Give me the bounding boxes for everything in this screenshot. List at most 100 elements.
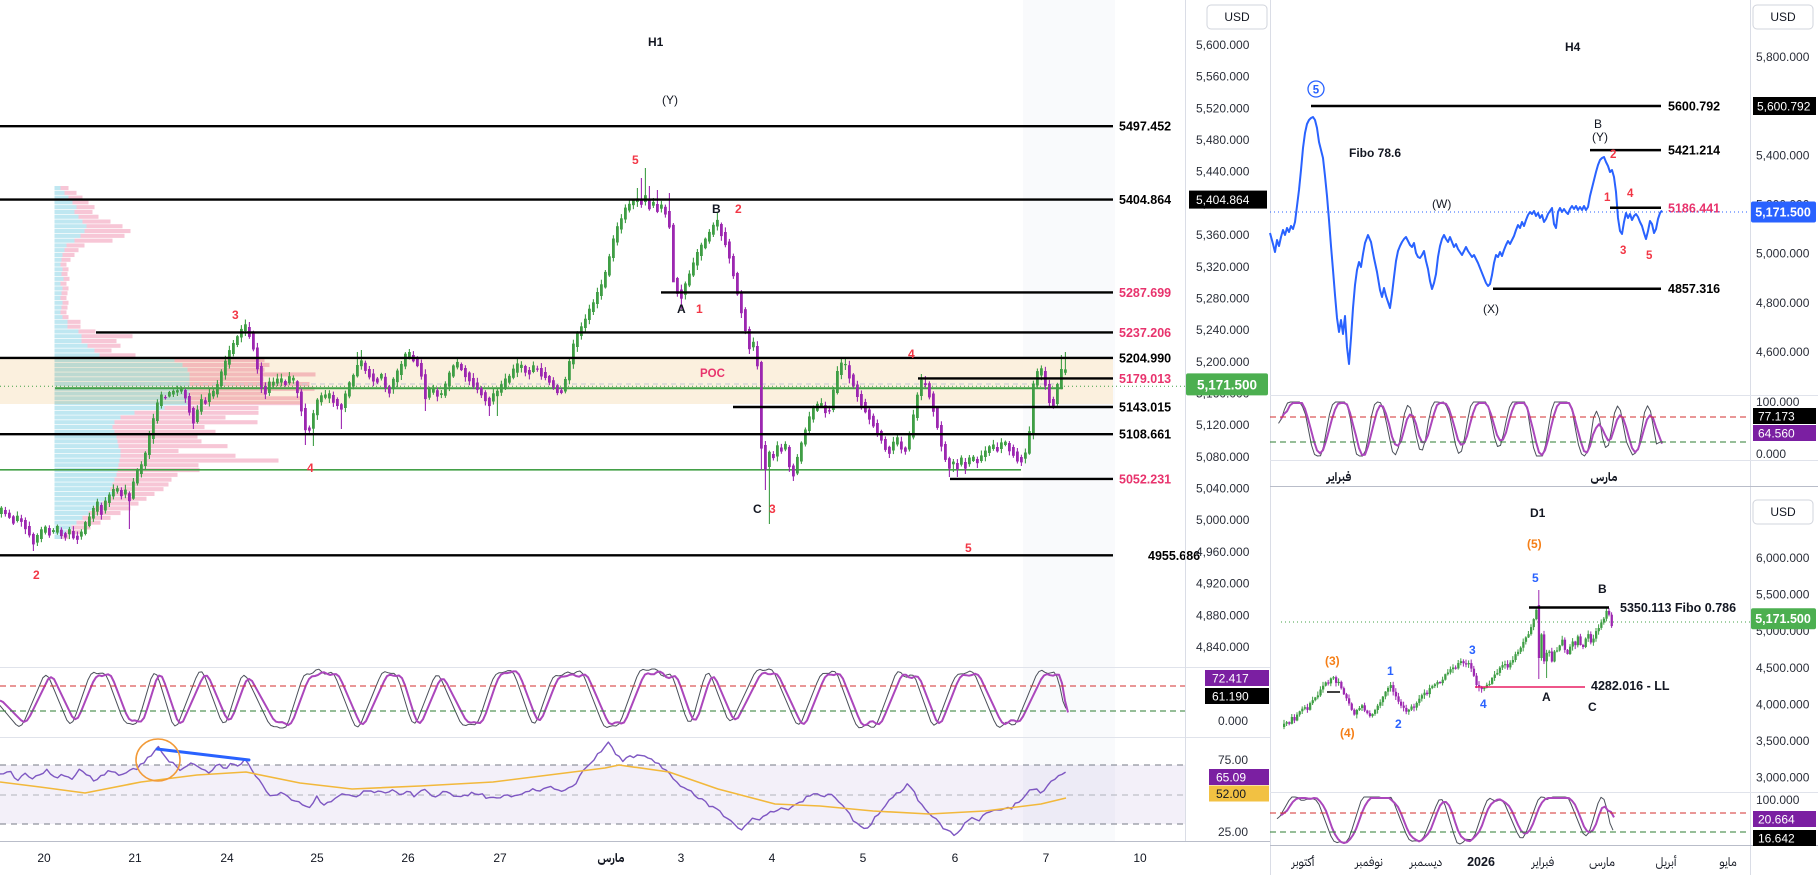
svg-text:5,000.000: 5,000.000 [1756,247,1810,261]
svg-text:3: 3 [1620,245,1626,257]
svg-text:5,200.000: 5,200.000 [1196,355,1250,369]
svg-text:(W): (W) [1432,197,1451,211]
svg-text:4,880.000: 4,880.000 [1196,608,1250,622]
svg-text:2: 2 [33,568,40,582]
svg-text:5,080.000: 5,080.000 [1196,450,1250,464]
svg-text:21: 21 [128,851,142,865]
svg-text:5052.231: 5052.231 [1119,472,1171,486]
svg-text:5: 5 [1532,571,1539,585]
svg-text:5: 5 [965,541,972,555]
svg-text:(4): (4) [1340,726,1355,740]
svg-text:3: 3 [232,308,239,322]
svg-text:5237.206: 5237.206 [1119,326,1171,340]
svg-text:(Y): (Y) [662,93,678,107]
svg-text:10: 10 [1133,851,1147,865]
svg-text:4: 4 [307,461,314,475]
svg-text:C: C [753,502,762,516]
svg-text:5143.015: 5143.015 [1119,401,1171,415]
svg-text:5,171.500: 5,171.500 [1755,206,1811,220]
svg-text:5,560.000: 5,560.000 [1196,70,1250,84]
svg-text:(3): (3) [1325,654,1340,668]
svg-text:5: 5 [860,851,867,865]
svg-text:C: C [1588,700,1597,714]
svg-text:6: 6 [952,851,959,865]
svg-text:20.664: 20.664 [1758,813,1795,827]
svg-text:65.09: 65.09 [1216,771,1246,785]
svg-text:3: 3 [678,851,685,865]
svg-text:52.00: 52.00 [1216,787,1246,801]
svg-text:5,480.000: 5,480.000 [1196,133,1250,147]
svg-text:POC: POC [700,368,725,380]
svg-text:5,171.500: 5,171.500 [1197,377,1257,392]
svg-text:5497.452: 5497.452 [1119,120,1171,134]
svg-text:5,040.000: 5,040.000 [1196,482,1250,496]
svg-text:A: A [677,302,686,316]
svg-text:5404.864: 5404.864 [1119,193,1171,207]
svg-text:5,171.500: 5,171.500 [1755,612,1811,626]
svg-text:4,800.000: 4,800.000 [1756,296,1810,310]
svg-text:5: 5 [1646,250,1653,262]
svg-text:4: 4 [908,347,915,361]
svg-text:4,500.000: 4,500.000 [1756,661,1810,675]
svg-text:5,400.000: 5,400.000 [1756,148,1810,162]
svg-text:77.173: 77.173 [1758,410,1795,424]
svg-text:5,120.000: 5,120.000 [1196,418,1250,432]
svg-text:5179.013: 5179.013 [1119,372,1171,386]
svg-text:5108.661: 5108.661 [1119,428,1171,442]
svg-text:3,500.000: 3,500.000 [1756,734,1810,748]
svg-text:16.642: 16.642 [1758,832,1795,846]
svg-text:5,360.000: 5,360.000 [1196,228,1250,242]
svg-text:5,520.000: 5,520.000 [1196,101,1250,115]
svg-text:A: A [1542,690,1551,704]
svg-text:5421.214: 5421.214 [1668,144,1720,158]
svg-text:3,000.000: 3,000.000 [1756,771,1810,785]
svg-text:5,500.000: 5,500.000 [1756,588,1810,602]
svg-text:5,600.000: 5,600.000 [1196,38,1250,52]
svg-text:USD: USD [1770,505,1796,519]
svg-text:5600.792: 5600.792 [1668,100,1720,114]
svg-text:USD: USD [1770,10,1796,24]
svg-text:64.560: 64.560 [1758,427,1795,441]
svg-text:4: 4 [769,851,776,865]
svg-text:(5): (5) [1527,537,1542,551]
svg-text:4,000.000: 4,000.000 [1756,697,1810,711]
svg-text:1: 1 [1604,192,1611,204]
svg-text:4282.016 - LL: 4282.016 - LL [1591,679,1670,693]
svg-text:H1: H1 [648,35,664,49]
svg-text:100.000: 100.000 [1756,395,1800,409]
svg-text:(X): (X) [1483,302,1499,316]
svg-text:7: 7 [1043,851,1050,865]
svg-text:H4: H4 [1565,40,1581,54]
svg-text:4: 4 [1480,697,1487,711]
svg-text:3: 3 [769,502,776,516]
svg-text:27: 27 [493,851,507,865]
svg-text:5204.990: 5204.990 [1119,351,1171,365]
svg-text:72.417: 72.417 [1212,672,1249,686]
svg-text:0.000: 0.000 [1218,714,1248,728]
svg-text:75.00: 75.00 [1218,753,1248,767]
svg-text:5: 5 [1313,85,1320,97]
svg-text:2: 2 [1610,149,1616,161]
svg-text:4955.686: 4955.686 [1148,549,1200,563]
svg-text:B: B [1598,582,1607,596]
svg-text:Fibo 78.6: Fibo 78.6 [1349,146,1401,160]
svg-text:25: 25 [310,851,324,865]
svg-text:5: 5 [632,153,639,167]
svg-text:20: 20 [37,851,51,865]
svg-text:25.00: 25.00 [1218,825,1248,839]
svg-text:4857.316: 4857.316 [1668,282,1720,296]
svg-text:4: 4 [1627,188,1634,200]
svg-text:4,960.000: 4,960.000 [1196,545,1250,559]
svg-text:B: B [1594,117,1602,131]
svg-text:5287.699: 5287.699 [1119,286,1171,300]
svg-text:61.190: 61.190 [1212,690,1249,704]
svg-text:5,320.000: 5,320.000 [1196,260,1250,274]
svg-text:2026: 2026 [1467,855,1495,869]
svg-text:6,000.000: 6,000.000 [1756,551,1810,565]
svg-text:4,920.000: 4,920.000 [1196,577,1250,591]
svg-text:2: 2 [1395,717,1402,731]
svg-text:0.000: 0.000 [1756,447,1786,461]
svg-text:(Y): (Y) [1592,130,1608,144]
svg-text:D1: D1 [1530,506,1546,520]
svg-text:100.000: 100.000 [1756,793,1800,807]
